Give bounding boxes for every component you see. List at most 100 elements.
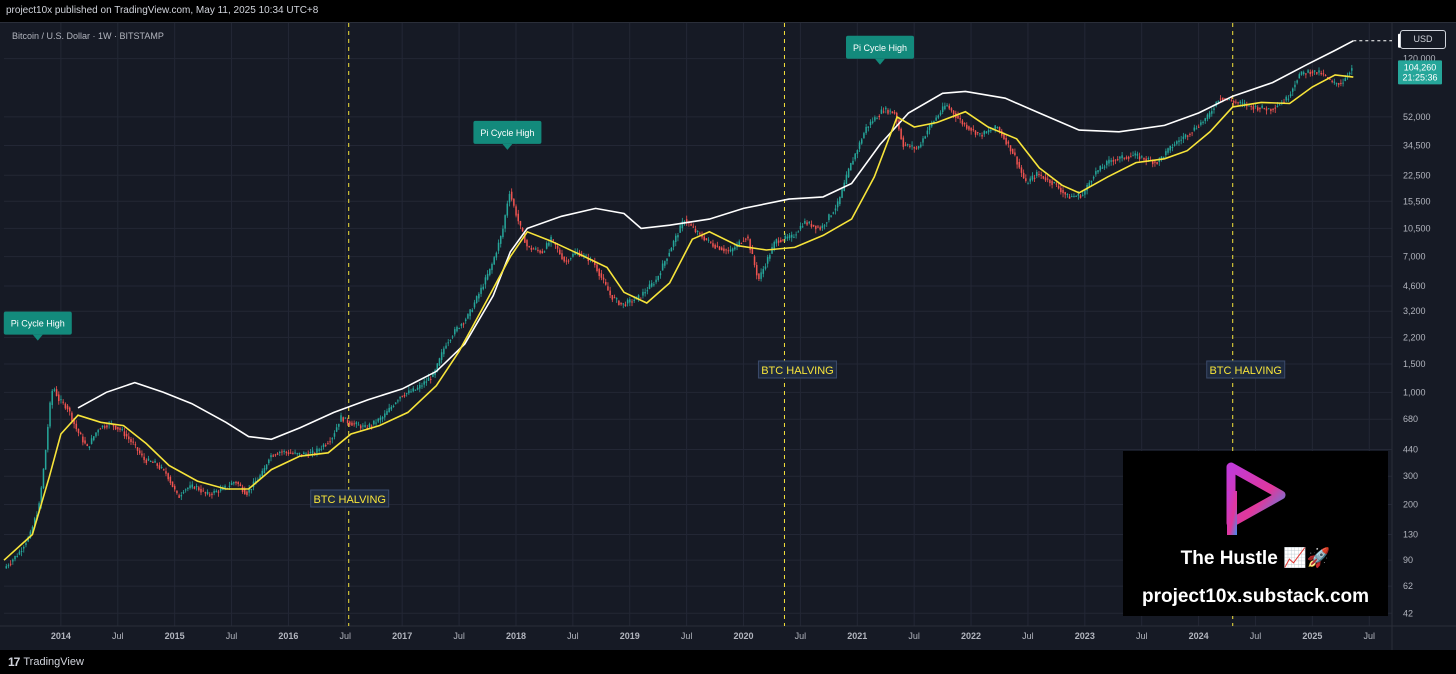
candle-body xyxy=(233,482,235,484)
candle-body xyxy=(73,418,75,425)
candles xyxy=(5,64,1353,569)
time-tick-label: 2021 xyxy=(847,631,867,641)
candle-body xyxy=(607,286,609,291)
candle-body xyxy=(556,245,559,249)
price-tick-label: 15,500 xyxy=(1403,196,1431,206)
candle-body xyxy=(44,449,47,470)
candle-body xyxy=(707,239,710,241)
candle-body xyxy=(878,115,881,117)
candle-body xyxy=(493,257,495,265)
watermark-panel: The Hustle 📈🚀 project10x.substack.com xyxy=(1123,451,1388,616)
candle-body xyxy=(296,453,299,455)
candle-body xyxy=(609,290,611,296)
candle-body xyxy=(202,490,204,492)
candle-body xyxy=(447,342,449,344)
candle-body xyxy=(51,390,53,406)
candle-body xyxy=(77,428,80,433)
chart-panel[interactable]: 42 62 90 130 200 300 440 680 1,000 1,500 2,200 3,20… xyxy=(0,22,1456,651)
candle-body xyxy=(970,127,972,131)
candle-body xyxy=(812,224,815,227)
candle-body xyxy=(1018,161,1021,168)
candle-body xyxy=(270,455,272,458)
candle-body xyxy=(471,309,474,312)
candle-body xyxy=(790,234,793,238)
candle-body xyxy=(769,255,771,259)
price-chart[interactable]: 42 62 90 130 200 300 440 680 1,000 1,500 2,200 3,20… xyxy=(0,23,1456,651)
candle-body xyxy=(1040,174,1042,176)
candle-body xyxy=(1060,187,1062,193)
candle-body xyxy=(184,489,187,491)
candle-body xyxy=(1005,137,1007,145)
candle-body xyxy=(318,449,320,451)
candle-body xyxy=(412,388,414,392)
candle-body xyxy=(495,252,498,258)
candle-body xyxy=(285,451,288,453)
candle-body xyxy=(513,199,515,206)
candle-body xyxy=(335,427,338,432)
candle-body xyxy=(534,248,537,250)
candle-body xyxy=(394,402,397,404)
candle-body xyxy=(239,484,242,486)
candle-body xyxy=(666,258,668,261)
candle-body xyxy=(462,323,465,325)
candle-body xyxy=(117,426,119,430)
candle-body xyxy=(38,503,40,513)
candle-body xyxy=(585,255,587,257)
candle-body xyxy=(1193,127,1196,131)
candle-body xyxy=(180,495,183,497)
candle-body xyxy=(491,263,493,271)
candle-body xyxy=(1003,134,1005,140)
candle-body xyxy=(681,221,684,229)
candle-body xyxy=(86,444,88,447)
candle-body xyxy=(996,126,999,128)
candle-body xyxy=(410,391,412,393)
candle-body xyxy=(657,275,660,280)
candle-body xyxy=(716,245,719,247)
candle-body xyxy=(504,215,506,229)
candle-body xyxy=(149,460,152,462)
candle-body xyxy=(1092,177,1095,179)
candle-body xyxy=(565,260,568,262)
candle-body xyxy=(963,123,966,125)
candle-body xyxy=(176,490,178,494)
candle-body xyxy=(782,239,784,241)
time-tick-label: 2014 xyxy=(51,631,71,641)
candle-body xyxy=(1340,82,1342,84)
time-tick-label: Jul xyxy=(1250,631,1262,641)
candle-body xyxy=(904,144,907,146)
candle-body xyxy=(994,125,996,130)
candle-body xyxy=(510,191,513,200)
candle-body xyxy=(893,112,896,114)
candle-body xyxy=(633,299,635,301)
price-tick-label: 7,000 xyxy=(1403,252,1426,262)
pi-cycle-label-box xyxy=(3,311,72,335)
candle-body xyxy=(281,451,283,453)
candle-body xyxy=(40,487,43,506)
time-axis: 2014 Jul 2015 Jul 2016 Jul 2017 Jul 2018 Jul 2019 J… xyxy=(51,631,1375,641)
candle-body xyxy=(1011,148,1014,154)
candle-body xyxy=(775,239,778,244)
candle-body xyxy=(941,106,944,112)
candle-body xyxy=(797,231,800,233)
currency-badge[interactable]: USD xyxy=(1400,30,1446,49)
candle-body xyxy=(898,120,900,130)
candle-body xyxy=(1046,178,1049,180)
candle-body xyxy=(99,428,102,430)
candle-body xyxy=(1071,196,1073,198)
time-tick-label: Jul xyxy=(453,631,465,641)
candle-body xyxy=(1221,97,1224,101)
time-tick-label: Jul xyxy=(226,631,238,641)
candle-body xyxy=(403,394,406,397)
candle-body xyxy=(1090,180,1093,183)
candle-body xyxy=(309,452,312,454)
tradingview-brand[interactable]: 17 TradingView xyxy=(8,650,84,674)
candle-body xyxy=(624,304,627,306)
candle-body xyxy=(344,417,347,419)
candle-body xyxy=(7,565,10,567)
candle-body xyxy=(788,235,791,239)
price-tick-label: 22,500 xyxy=(1403,170,1431,180)
time-tick-label: Jul xyxy=(908,631,920,641)
candle-body xyxy=(1182,136,1185,139)
countdown-text: 21:25:36 xyxy=(1402,72,1437,82)
candle-body xyxy=(1235,101,1237,103)
